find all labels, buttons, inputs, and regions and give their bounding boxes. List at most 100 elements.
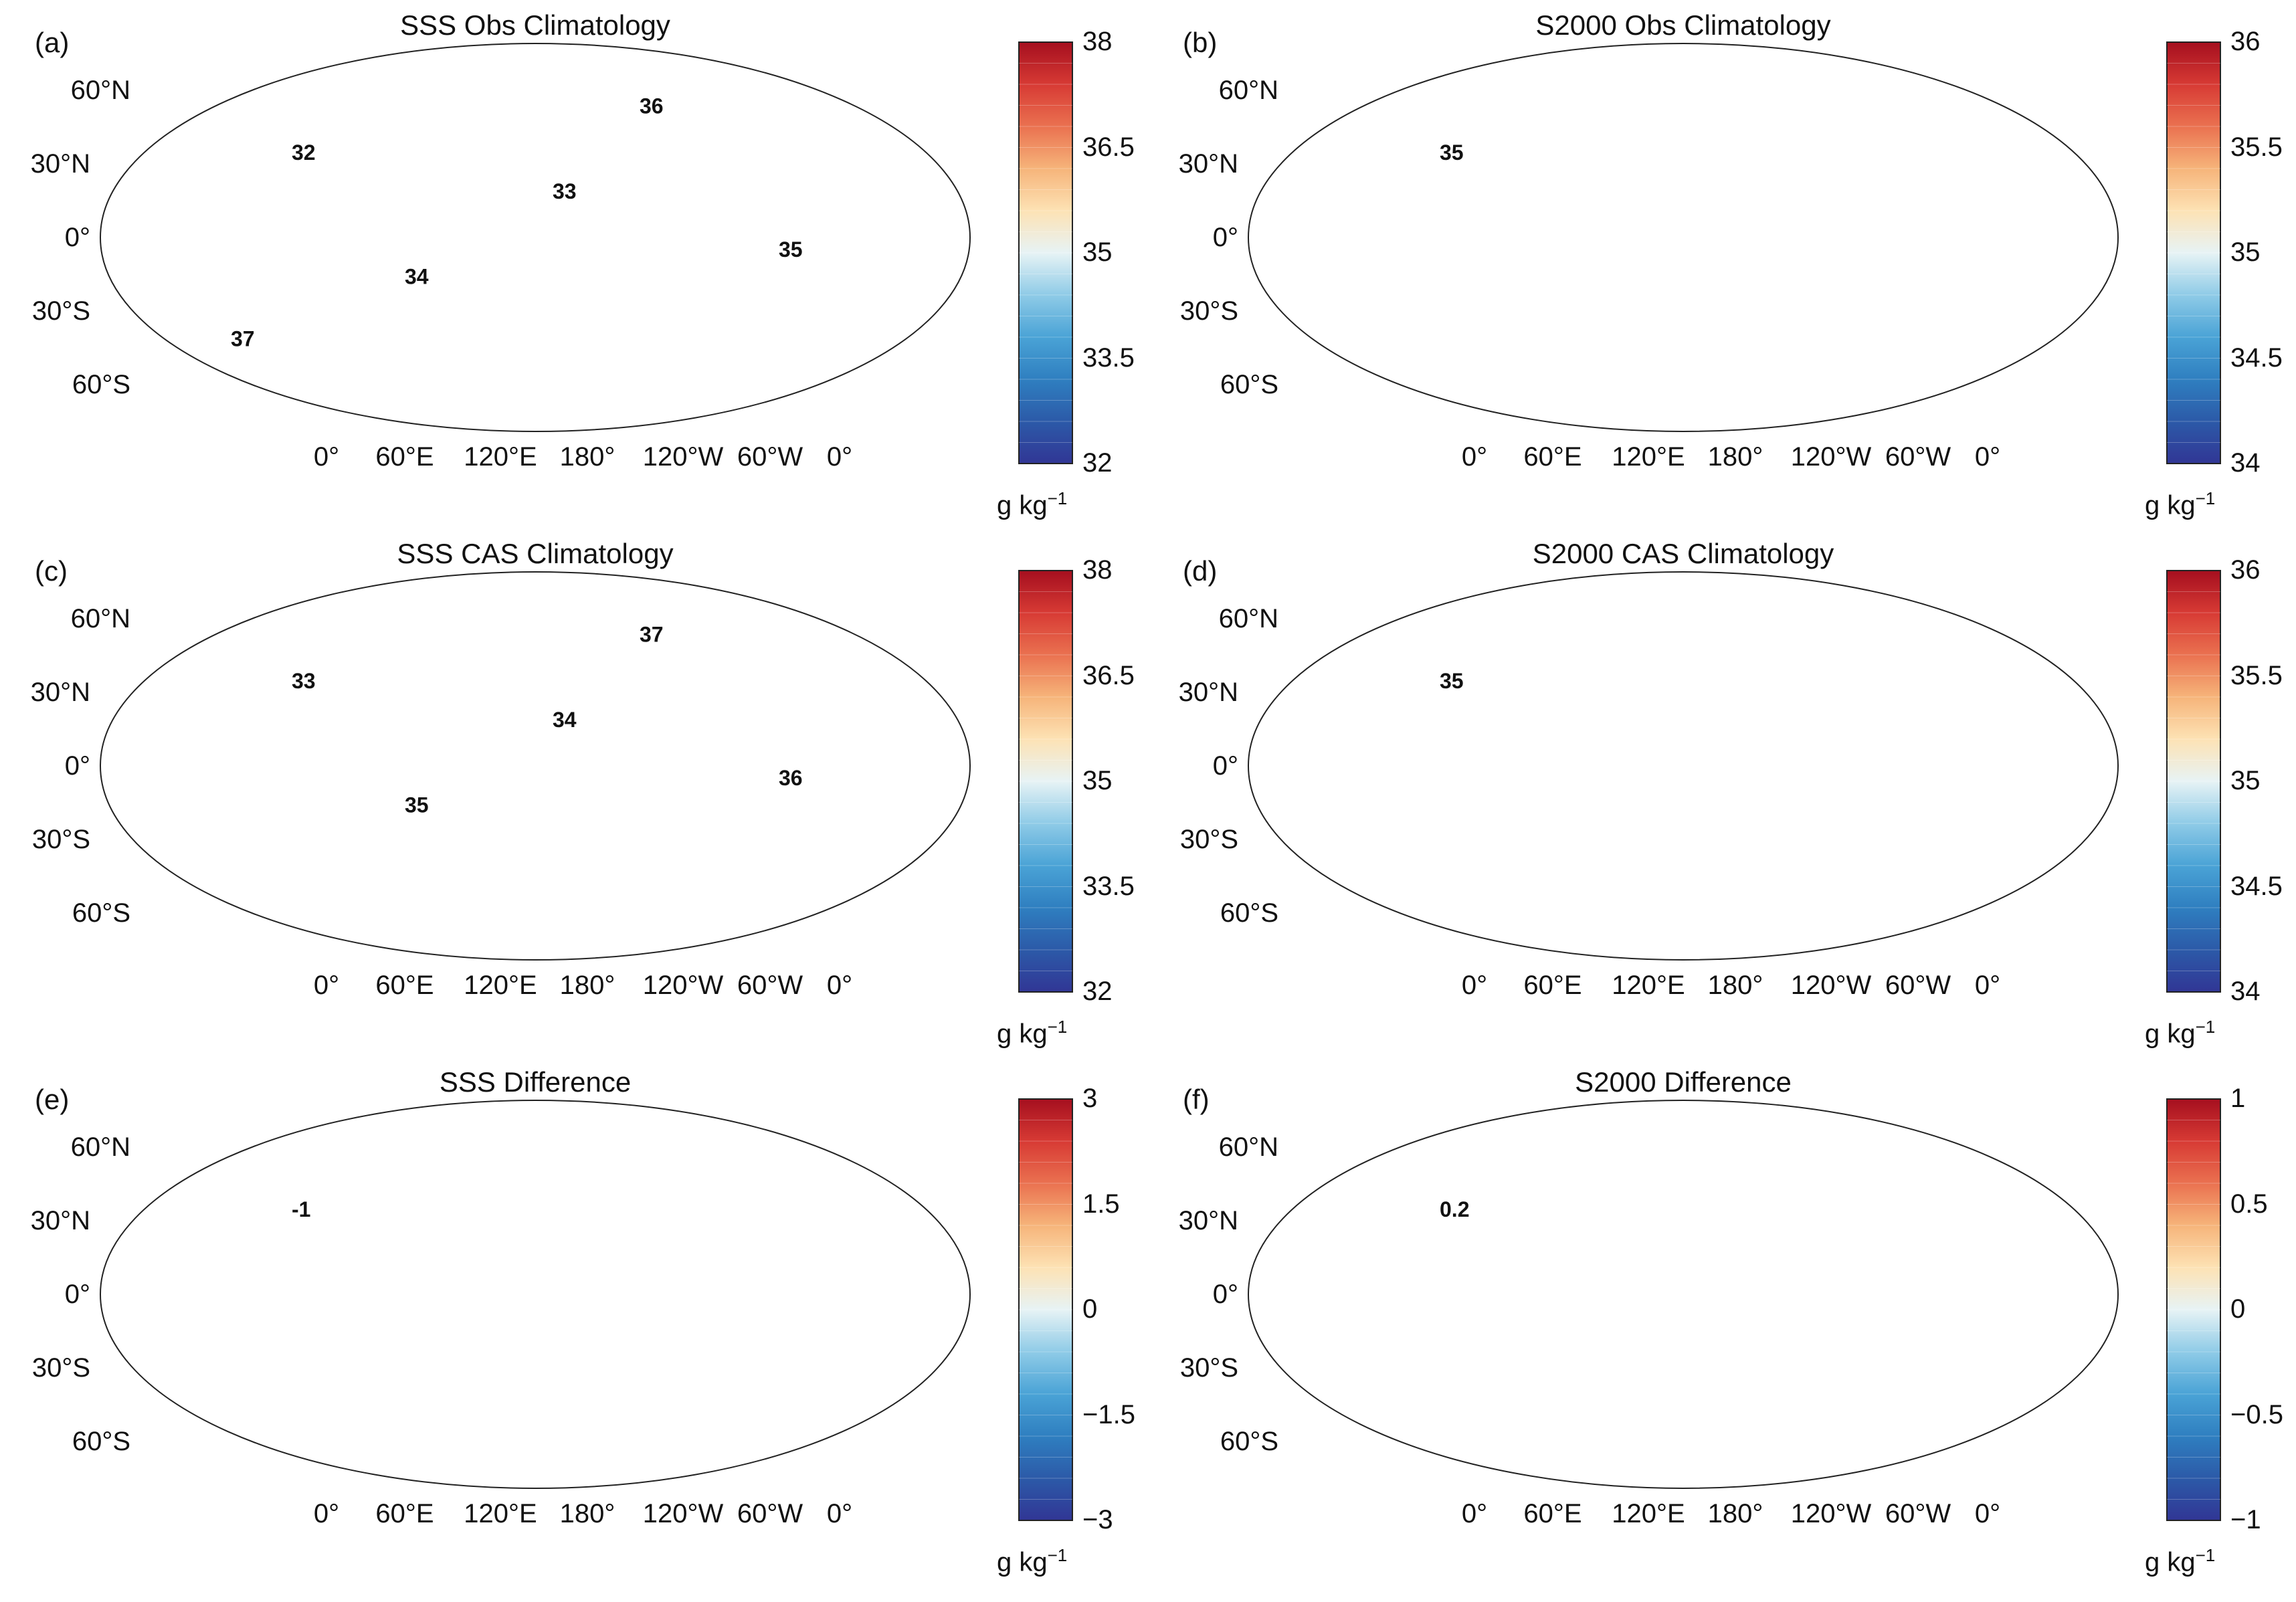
contour-line-3 bbox=[1683, 207, 1822, 247]
colorbar-tick-label: 35 bbox=[1082, 766, 1113, 795]
longitude-label: 60°E bbox=[375, 971, 434, 1000]
contour-label: 33 bbox=[292, 669, 316, 693]
longitude-label: 120°E bbox=[464, 971, 537, 1000]
contour-line-2 bbox=[1509, 626, 1788, 641]
map-svg-c: 33 34 35 36 37 bbox=[100, 571, 971, 961]
latitude-label: 60°S bbox=[1220, 370, 1278, 400]
longitude-label: 0° bbox=[313, 1499, 340, 1528]
land-mass-5 bbox=[1962, 47, 2031, 82]
land-mass-5 bbox=[814, 1104, 883, 1139]
panel-label: (c) bbox=[35, 555, 68, 587]
colorbar-tick-label: 34.5 bbox=[2230, 342, 2283, 373]
latitude-label: 60°S bbox=[72, 370, 130, 400]
land-mass-0 bbox=[222, 1217, 361, 1380]
land-mass-4 bbox=[1770, 1108, 1962, 1256]
contour-line-1 bbox=[144, 253, 935, 284]
latitude-label: 30°N bbox=[30, 148, 90, 179]
colorbar-tick-label: 35 bbox=[2230, 766, 2261, 795]
longitude-label: 180° bbox=[559, 442, 615, 472]
colorbar-unit-text: g kg bbox=[2145, 490, 2196, 520]
land-mass-8 bbox=[883, 1131, 970, 1236]
contour-line-3 bbox=[1683, 736, 1822, 776]
colorbar-tick-label: 32 bbox=[1082, 977, 1113, 1006]
contour-label: 34 bbox=[405, 265, 429, 289]
longitude-label: 180° bbox=[559, 971, 615, 1000]
panel-label: (f) bbox=[1183, 1084, 1210, 1115]
latitude-label: 30°S bbox=[1179, 296, 1238, 326]
colorbar-unit-exponent: −1 bbox=[2195, 1017, 2216, 1037]
land-mass-8 bbox=[2031, 74, 2118, 179]
latitude-label: 30°N bbox=[30, 1205, 90, 1235]
land-mass-9 bbox=[100, 1236, 135, 1302]
longitude-label: 120°E bbox=[1612, 971, 1685, 1000]
colorbar-unit-exponent: −1 bbox=[2195, 488, 2216, 508]
land-mass-4 bbox=[1770, 52, 1962, 199]
longitude-label: 0° bbox=[1974, 1499, 2001, 1528]
contour-line-0 bbox=[1266, 169, 2101, 199]
latitude-label: 60°N bbox=[1218, 1132, 1278, 1162]
colorbar-tick-label: −0.5 bbox=[2230, 1399, 2283, 1429]
longitude-label: 60°E bbox=[1523, 971, 1582, 1000]
land-mass-6 bbox=[1857, 1264, 1962, 1403]
contour-label: 36 bbox=[640, 94, 664, 118]
land-mass-3 bbox=[1588, 1306, 1675, 1364]
latitude-label: 60°N bbox=[70, 1132, 130, 1162]
pacific-high-blob bbox=[1701, 210, 1805, 249]
land-mass-0 bbox=[1370, 1217, 1509, 1380]
land-mass-9 bbox=[100, 179, 135, 245]
contour-line-0 bbox=[118, 169, 953, 199]
land-mass-5 bbox=[1962, 1104, 2031, 1139]
latitude-label: 30°S bbox=[31, 296, 90, 326]
panel-title: S2000 CAS Climatology bbox=[1532, 538, 1834, 569]
land-mass-2 bbox=[1501, 160, 1535, 207]
latitude-label: 60°S bbox=[72, 898, 130, 928]
land-mass-3 bbox=[440, 249, 527, 307]
map-border bbox=[100, 571, 971, 961]
longitude-label: 120°W bbox=[642, 971, 724, 1000]
colorbar-tick-label: 1.5 bbox=[1082, 1189, 1120, 1219]
land-mass-9 bbox=[1248, 1236, 1283, 1302]
land-mass-7 bbox=[187, 929, 883, 960]
land-mass-9 bbox=[1248, 708, 1283, 774]
longitude-label: 180° bbox=[559, 1499, 615, 1528]
colorbar-unit-exponent: −1 bbox=[1047, 1017, 1068, 1037]
pacific-high-blob bbox=[553, 738, 657, 777]
contour-line-4 bbox=[814, 121, 909, 159]
colorbar-unit-text: g kg bbox=[2145, 1019, 2196, 1049]
colorbar-tick-label: 0 bbox=[2230, 1294, 2246, 1324]
longitude-label: 60°W bbox=[737, 1499, 803, 1528]
longitude-label: 120°W bbox=[1790, 442, 1872, 472]
contour-label: 37 bbox=[640, 622, 664, 646]
land-mass-5 bbox=[1962, 576, 2031, 611]
contour-line-4 bbox=[1962, 1178, 2057, 1216]
ocean-field bbox=[100, 572, 970, 960]
panel-title: S2000 Obs Climatology bbox=[1535, 9, 1831, 41]
contour-line-1 bbox=[144, 1310, 935, 1341]
latitude-label: 0° bbox=[64, 751, 90, 781]
land-mass-2 bbox=[1501, 1217, 1535, 1264]
colorbar bbox=[2166, 1098, 2221, 1521]
colorbar-tick-label: 36.5 bbox=[1082, 660, 1135, 690]
map-border bbox=[100, 1100, 971, 1489]
latitude-label: 0° bbox=[64, 1280, 90, 1309]
longitude-label: 120°W bbox=[1790, 971, 1872, 1000]
contour-line-3 bbox=[1683, 1264, 1822, 1304]
longitude-label: 180° bbox=[1707, 442, 1763, 472]
contour-line-0 bbox=[1266, 1226, 2101, 1256]
land-mass-0 bbox=[222, 160, 361, 323]
panel-label: (d) bbox=[1183, 555, 1218, 587]
land-mass-2 bbox=[353, 160, 387, 207]
contour-label: 0.2 bbox=[1440, 1197, 1469, 1221]
ocean-field bbox=[100, 43, 970, 431]
land-mass-1 bbox=[1301, 43, 1701, 179]
contour-line-0 bbox=[118, 698, 953, 728]
longitude-label: 0° bbox=[1461, 1499, 1488, 1528]
contour-line-2 bbox=[361, 98, 640, 113]
land-mass-7 bbox=[187, 401, 883, 431]
longitude-label: 120°W bbox=[642, 1499, 724, 1528]
longitude-label: 120°W bbox=[642, 442, 724, 472]
colorbar-unit-exponent: −1 bbox=[2195, 1545, 2216, 1565]
land-mass-1 bbox=[153, 572, 553, 708]
longitude-label: 0° bbox=[1461, 971, 1488, 1000]
contour-line-5 bbox=[170, 1403, 900, 1411]
